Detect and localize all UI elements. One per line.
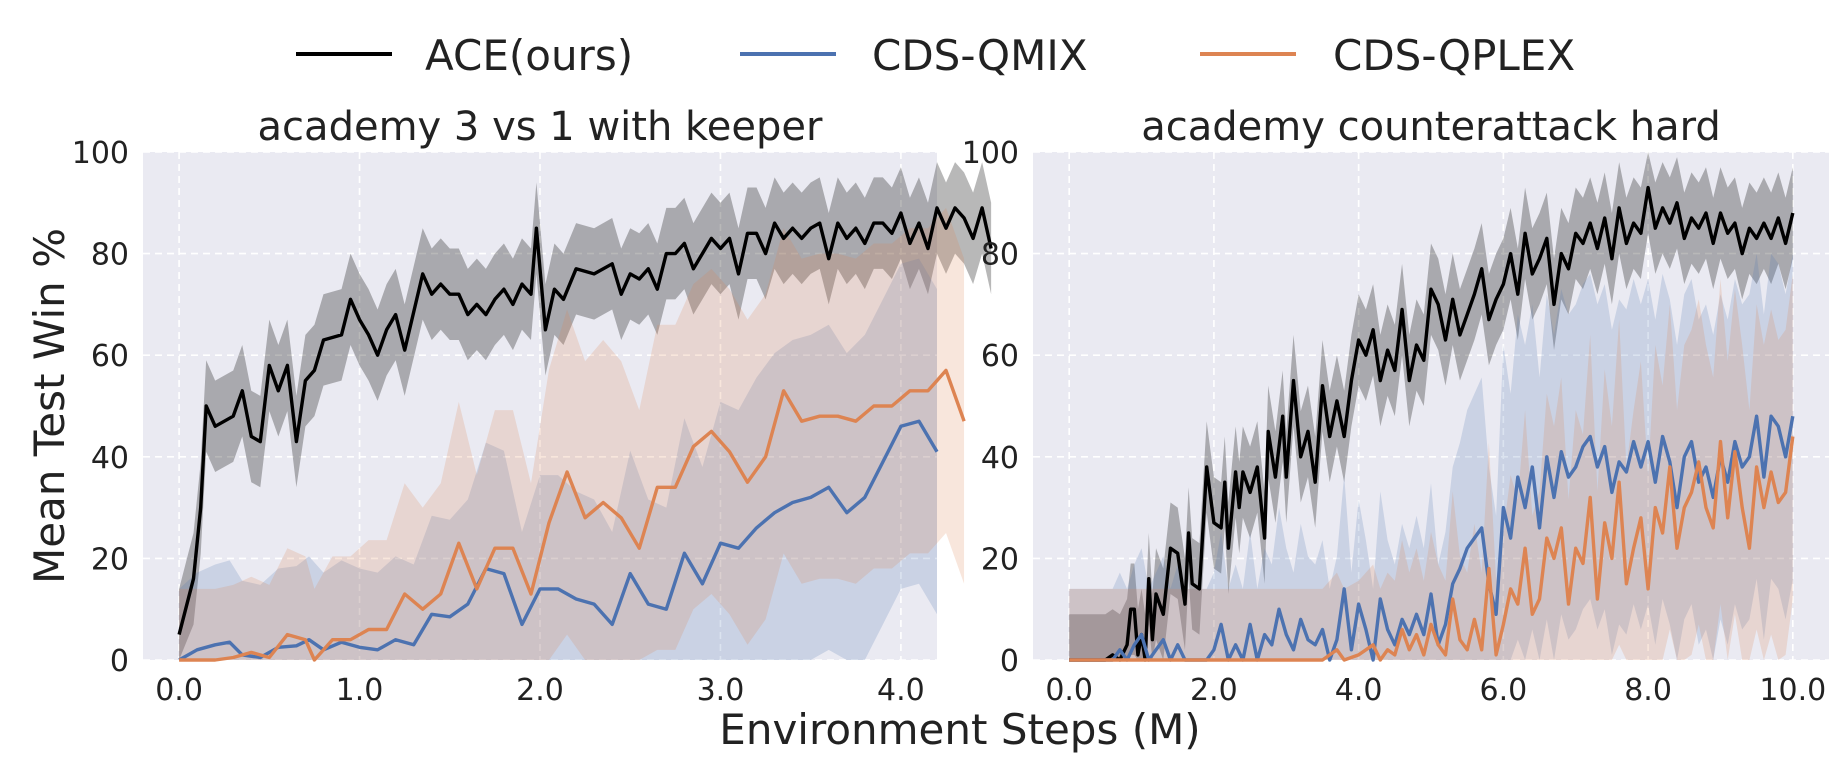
series-line-cds-qmix [178, 419, 939, 662]
x-tick-label: 0.0 [155, 673, 203, 708]
bands-3vs1 [179, 162, 992, 660]
y-tick-label: 100 [962, 136, 1019, 171]
series-line-cds-qmix [1069, 414, 1795, 662]
legend-entry-ace: ACE(ours) [296, 31, 633, 80]
y-axis-label: Mean Test Win % [25, 228, 74, 584]
ticks-counterattack: 0.0 2.0 4.0 6.0 8.0 10.0 0 20 40 60 80 100 [962, 136, 1826, 708]
y-tick-label: 0 [1000, 644, 1019, 679]
x-tick-label: 10.0 [1759, 673, 1826, 708]
legend-label-cds-qplex: CDS-QPLEX [1333, 31, 1575, 80]
y-tick-label: 40 [981, 441, 1019, 476]
legend: ACE(ours) CDS-QMIX CDS-QPLEX [296, 31, 1575, 80]
y-tick-label: 20 [91, 542, 129, 577]
y-tick-label: 80 [91, 238, 129, 273]
x-tick-label: 3.0 [697, 673, 745, 708]
x-tick-label: 4.0 [1335, 673, 1383, 708]
y-tick-label: 40 [91, 441, 129, 476]
chart-title-3vs1: academy 3 vs 1 with keeper [258, 104, 823, 150]
y-tick-label: 60 [981, 339, 1019, 374]
band-ace-ours [1069, 152, 1793, 660]
legend-label-cds-qmix: CDS-QMIX [872, 31, 1087, 80]
x-tick-label: 4.0 [877, 673, 925, 708]
y-tick-label: 0 [110, 644, 129, 679]
series-lines-3vs1 [177, 206, 993, 662]
series-lines-counterattack [1069, 185, 1795, 662]
band-cds-qplex [179, 207, 965, 660]
chart-panel-3vs1: academy 3 vs 1 with keeper 0.0 1.0 2.0 3.0 4… [72, 104, 993, 708]
x-tick-label: 0.0 [1045, 673, 1093, 708]
legend-entry-cds-qmix: CDS-QMIX [740, 31, 1087, 80]
x-tick-label: 6.0 [1480, 673, 1528, 708]
band-ace-ours [179, 162, 992, 660]
y-tick-label: 20 [981, 542, 1019, 577]
chart-title-counterattack: academy counterattack hard [1141, 104, 1721, 150]
x-tick-label: 2.0 [516, 673, 564, 708]
band-cds-qmix [179, 258, 937, 660]
legend-entry-cds-qplex: CDS-QPLEX [1200, 31, 1575, 80]
x-tick-label: 1.0 [336, 673, 384, 708]
ticks-3vs1: 0.0 1.0 2.0 3.0 4.0 0 20 40 60 80 100 [72, 136, 925, 708]
x-tick-label: 8.0 [1624, 673, 1672, 708]
plot-area-counterattack [1033, 152, 1829, 660]
series-line-ace-ours [177, 206, 993, 636]
band-cds-qplex [1069, 273, 1793, 660]
series-line-ace-ours [1069, 185, 1795, 662]
legend-label-ace: ACE(ours) [425, 31, 633, 80]
x-tick-label: 2.0 [1190, 673, 1238, 708]
y-tick-label: 60 [91, 339, 129, 374]
x-axis-label: Environment Steps (M) [719, 705, 1200, 754]
y-tick-label: 80 [981, 238, 1019, 273]
chart-panel-counterattack: academy counterattack hard 0.0 2.0 4.0 6.0 8… [962, 104, 1829, 708]
series-line-cds-qplex [1069, 436, 1795, 662]
series-line-cds-qplex [179, 368, 966, 662]
y-tick-label: 100 [72, 136, 129, 171]
